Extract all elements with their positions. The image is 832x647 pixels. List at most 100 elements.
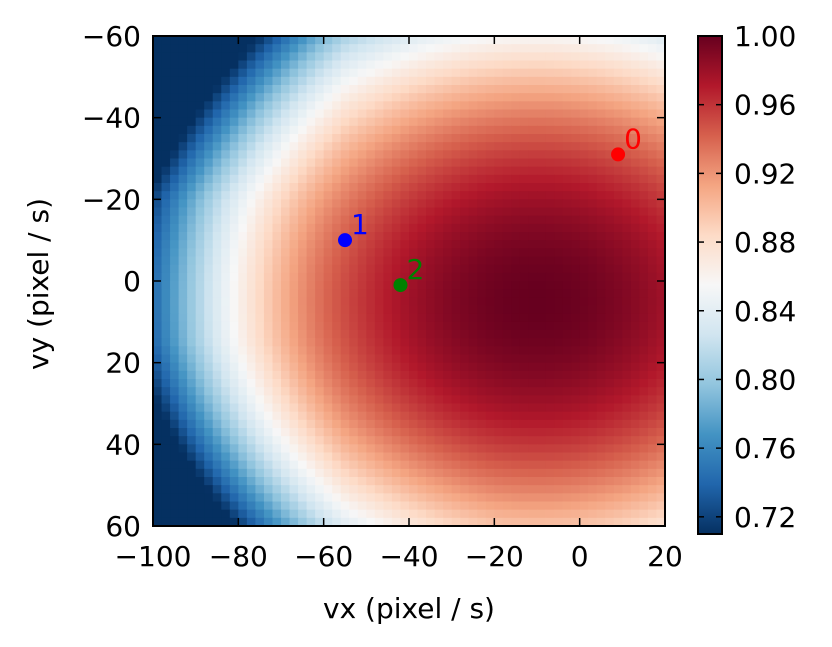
heatmap-cell — [588, 215, 598, 225]
heatmap-cell — [391, 387, 402, 396]
heatmap-cell — [656, 93, 665, 102]
heatmap-cell — [178, 477, 188, 486]
heatmap-cell — [255, 256, 265, 266]
heatmap-cell — [187, 36, 197, 45]
heatmap-cell — [391, 444, 402, 454]
heatmap-cell — [195, 428, 205, 437]
heatmap-cell — [579, 183, 589, 192]
y-tick-label: 20 — [105, 347, 141, 380]
heatmap-cell — [639, 436, 649, 445]
heatmap-cell — [246, 354, 256, 364]
heatmap-cell — [647, 346, 658, 356]
heatmap-cell — [545, 485, 555, 494]
heatmap-cell — [434, 444, 444, 454]
heatmap-cell — [409, 346, 419, 356]
heatmap-cell — [238, 330, 248, 339]
heatmap-cell — [647, 232, 658, 241]
heatmap-cell — [417, 174, 427, 184]
heatmap-cell — [468, 150, 478, 160]
heatmap-cell — [477, 411, 487, 421]
heatmap-cell — [323, 36, 333, 45]
heatmap-cell — [357, 281, 367, 290]
heatmap-cell — [537, 338, 547, 347]
heatmap-cell — [451, 207, 461, 217]
heatmap-cell — [494, 36, 504, 45]
heatmap-cell — [537, 223, 547, 233]
heatmap-cell — [417, 134, 427, 143]
heatmap-cell — [153, 52, 163, 62]
heatmap-cell — [656, 354, 665, 364]
heatmap-cell — [434, 248, 444, 258]
heatmap-cell — [212, 346, 222, 356]
heatmap-cell — [298, 289, 308, 298]
heatmap-cell — [528, 125, 538, 135]
heatmap-cell — [434, 436, 444, 445]
colorbar-tick-label: 0.84 — [734, 295, 796, 328]
heatmap-cell — [306, 248, 316, 258]
heatmap-cell — [281, 517, 291, 526]
heatmap-cell — [281, 264, 291, 274]
heatmap-cell — [255, 346, 265, 356]
heatmap-cell — [417, 232, 427, 241]
heatmap-cell — [494, 68, 504, 78]
heatmap-cell — [502, 485, 512, 494]
heatmap-cell — [195, 362, 205, 372]
heatmap-cell — [195, 485, 205, 494]
heatmap-cell — [537, 419, 547, 429]
heatmap-cell — [221, 117, 231, 127]
heatmap-cell — [460, 272, 470, 282]
heatmap-cell — [656, 125, 665, 135]
heatmap-cell — [605, 354, 615, 364]
heatmap-cell — [477, 248, 487, 258]
heatmap-cell — [605, 436, 615, 445]
heatmap-cell — [579, 485, 589, 494]
heatmap-cell — [238, 501, 248, 511]
heatmap-cell — [443, 281, 453, 290]
heatmap-cell — [537, 248, 547, 258]
heatmap-cell — [153, 85, 163, 94]
heatmap-cell — [562, 419, 572, 429]
heatmap-cell — [366, 460, 376, 470]
heatmap-cell — [153, 338, 163, 347]
heatmap-cell — [161, 272, 171, 282]
heatmap-cell — [596, 248, 606, 258]
heatmap-cell — [400, 321, 410, 331]
heatmap-cell — [212, 289, 222, 298]
heatmap-cell — [374, 428, 384, 437]
heatmap-cell — [656, 215, 665, 225]
heatmap-cell — [289, 223, 299, 233]
heatmap-cell — [221, 436, 231, 445]
heatmap-cell — [639, 60, 649, 70]
heatmap-cell — [357, 52, 367, 62]
heatmap-cell — [153, 509, 163, 519]
heatmap-cell — [161, 101, 171, 111]
heatmap-cell — [272, 36, 282, 45]
y-tick-label: −40 — [82, 102, 141, 135]
heatmap-cell — [605, 460, 615, 470]
heatmap-cell — [238, 305, 248, 315]
heatmap-cell — [323, 85, 333, 94]
heatmap-cell — [647, 517, 658, 526]
heatmap-cell — [434, 166, 444, 176]
heatmap-cell — [656, 85, 665, 94]
heatmap-cell — [477, 117, 487, 127]
heatmap-cell — [434, 379, 444, 388]
heatmap-cell — [605, 272, 615, 282]
heatmap-cell — [426, 379, 436, 388]
heatmap-cell — [554, 460, 564, 470]
heatmap-cell — [639, 85, 649, 94]
heatmap-cell — [221, 493, 231, 503]
heatmap-cell — [519, 395, 530, 405]
heatmap-cell — [434, 117, 444, 127]
heatmap-cell — [639, 248, 649, 258]
heatmap-cell — [460, 36, 470, 45]
heatmap-cell — [485, 101, 495, 111]
heatmap-cell — [187, 281, 197, 290]
heatmap-cell — [588, 117, 598, 127]
heatmap-cell — [263, 134, 274, 143]
heatmap-cell — [391, 272, 402, 282]
heatmap-cell — [229, 150, 239, 160]
heatmap-cell — [298, 199, 308, 209]
heatmap-cell — [528, 240, 538, 249]
heatmap-cell — [554, 264, 564, 274]
